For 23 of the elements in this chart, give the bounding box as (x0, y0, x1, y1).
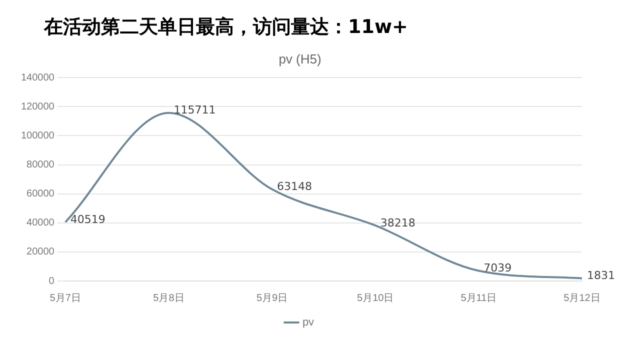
data-label: 1831 (587, 269, 615, 282)
x-tick-label: 5月9日 (256, 292, 288, 304)
y-tick-label: 100000 (20, 130, 55, 142)
data-label: 7039 (484, 262, 512, 275)
chart-title: 在活动第二天单日最高，访问量达：11w+ (42, 15, 409, 40)
data-label: 40519 (70, 212, 106, 226)
x-tick-label: 5月11日 (460, 292, 497, 304)
legend-label: pv (302, 316, 315, 329)
y-tick-label: 20000 (26, 246, 55, 258)
y-tick-label: 40000 (26, 218, 55, 229)
y-tick-label: 140000 (20, 72, 55, 84)
x-tick-label: 5月8日 (153, 292, 184, 304)
y-tick-label: 0 (48, 276, 55, 287)
x-tick-label: 5月12日 (564, 292, 600, 304)
x-tick-label: 5月7日 (50, 292, 81, 304)
y-tick-label: 60000 (26, 188, 55, 200)
y-tick-label: 120000 (20, 101, 55, 112)
x-tick-label: 5月10日 (357, 292, 394, 304)
y-tick-label: 80000 (26, 160, 55, 171)
data-label: 63148 (277, 180, 312, 194)
data-label: 38218 (380, 216, 416, 230)
chart-subtitle: pv (H5) (278, 51, 322, 66)
data-label: 115711 (174, 104, 216, 117)
